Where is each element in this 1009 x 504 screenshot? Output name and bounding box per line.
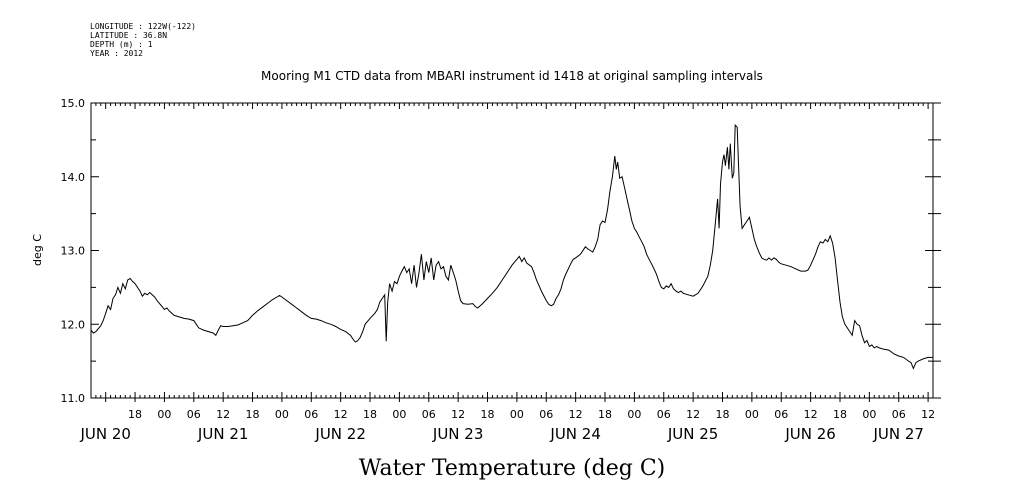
x-tick-label: 00 (157, 408, 171, 421)
date-label: JUN 26 (784, 425, 835, 443)
x-tick-label: 06 (187, 408, 201, 421)
x-tick-label: 00 (862, 408, 876, 421)
year-text: YEAR : 2012 (90, 49, 143, 58)
x-tick-label: 06 (539, 408, 553, 421)
x-tick-label: 18 (833, 408, 847, 421)
date-label: JUN 22 (314, 425, 365, 443)
x-tick-label: 12 (451, 408, 465, 421)
x-tick-label: 12 (921, 408, 935, 421)
x-tick-label: 18 (363, 408, 377, 421)
x-tick-label: 18 (246, 408, 260, 421)
x-tick-label: 00 (627, 408, 641, 421)
x-tick-label: 12 (686, 408, 700, 421)
date-label: JUN 23 (432, 425, 483, 443)
x-tick-label: 06 (422, 408, 436, 421)
x-tick-label: 00 (275, 408, 289, 421)
depth-text: DEPTH (m) : 1 (90, 40, 153, 49)
x-tick-label: 18 (481, 408, 495, 421)
y-tick-label: 15.0 (61, 97, 86, 110)
x-tick-label: 06 (304, 408, 318, 421)
longitude-text: LONGITUDE : 122W(-122) (90, 22, 196, 31)
date-label: JUN 25 (667, 425, 718, 443)
x-tick-label: 12 (569, 408, 583, 421)
x-tick-label: 12 (216, 408, 230, 421)
y-tick-label: 14.0 (61, 171, 86, 184)
date-label: JUN 24 (549, 425, 600, 443)
y-axis-label: deg C (31, 234, 44, 266)
date-label: JUN 21 (197, 425, 248, 443)
x-tick-label: 06 (774, 408, 788, 421)
series-line (90, 123, 933, 370)
x-tick-label: 00 (510, 408, 524, 421)
y-tick-label: 12.0 (61, 318, 86, 331)
x-tick-label: 18 (716, 408, 730, 421)
x-tick-label: 00 (392, 408, 406, 421)
date-label: JUN 20 (79, 425, 130, 443)
chart-title: Mooring M1 CTD data from MBARI instrumen… (261, 69, 763, 83)
plot-frame (90, 102, 934, 399)
x-tick-label: 06 (892, 408, 906, 421)
metadata-block: LONGITUDE : 122W(-122) LATITUDE : 36.8N … (90, 22, 196, 58)
x-tick-label: 18 (128, 408, 142, 421)
y-tick-labels: 11.0 12.0 13.0 14.0 15.0 (61, 97, 86, 405)
axis-ticks (90, 102, 941, 402)
y-tick-label: 13.0 (61, 245, 86, 258)
x-tick-label: 06 (657, 408, 671, 421)
y-tick-label: 11.0 (61, 392, 86, 405)
x-axis-label: Water Temperature (deg C) (359, 456, 666, 481)
latitude-text: LATITUDE : 36.8N (90, 31, 168, 40)
date-labels: JUN 20 JUN 21 JUN 22 JUN 23 JUN 24 JUN 25 JUN … (79, 425, 924, 443)
date-label: JUN 27 (872, 425, 923, 443)
x-tick-label: 12 (804, 408, 818, 421)
x-tick-label: 12 (334, 408, 348, 421)
x-tick-label: 18 (598, 408, 612, 421)
x-tick-label: 00 (745, 408, 759, 421)
x-tick-labels: 18 00 06 12 18 00 06 12 18 00 06 12 18 00 06 12 18 00 06 12… (128, 408, 935, 421)
